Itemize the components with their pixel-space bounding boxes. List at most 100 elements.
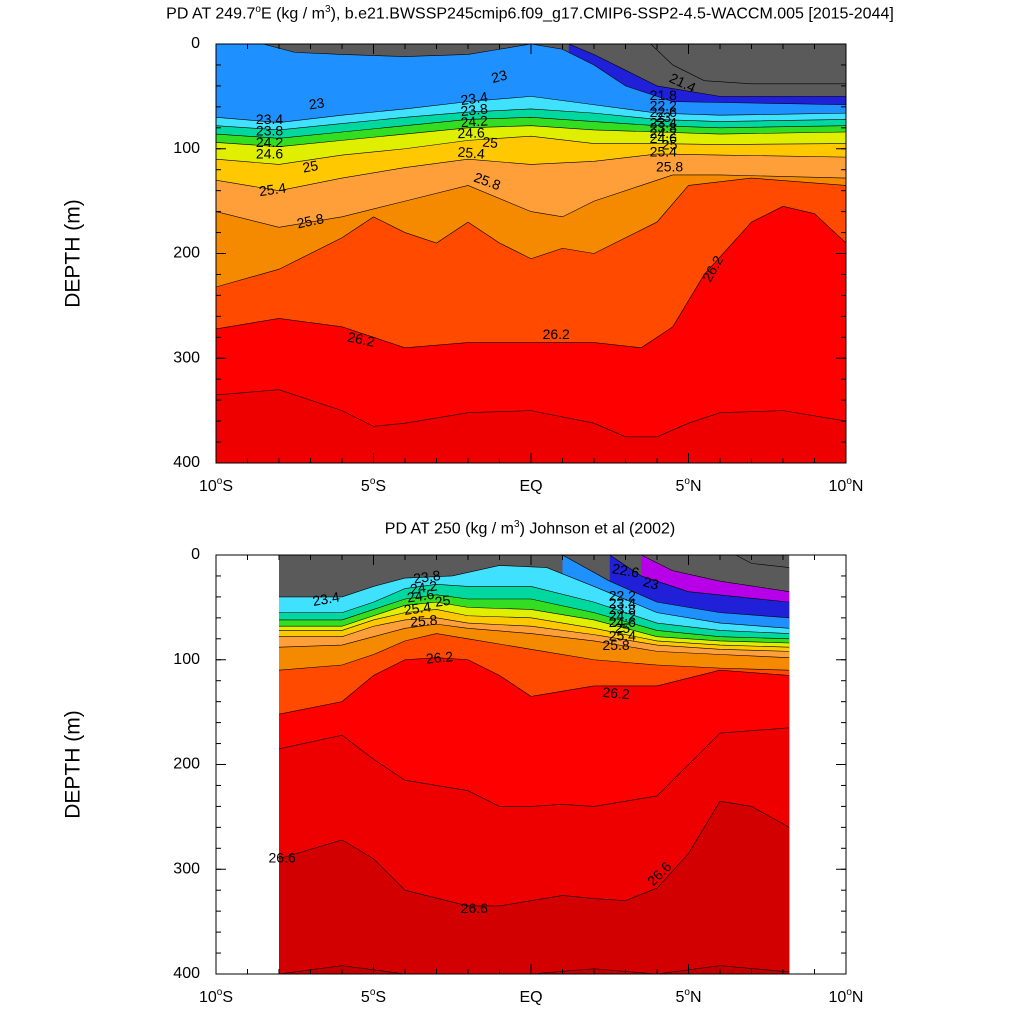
contour-label: 24.6 bbox=[609, 614, 636, 630]
contour-label: 25.8 bbox=[295, 210, 325, 231]
contour-label: 25.4 bbox=[609, 627, 636, 643]
y-tick-label: 200 bbox=[173, 756, 200, 773]
contour-label: 25.8 bbox=[656, 158, 683, 174]
x-tick-label: 5oS bbox=[361, 476, 386, 495]
isopycnal-line-26.4 bbox=[279, 727, 790, 807]
contour-field bbox=[279, 555, 790, 974]
isopycnal-line-25.4 bbox=[279, 617, 790, 652]
contour-label: 24.2 bbox=[460, 112, 489, 130]
contour-label: 23.8 bbox=[460, 100, 489, 119]
isopycnal-line-21.4 bbox=[735, 555, 790, 568]
contour-label: 25.8 bbox=[410, 612, 439, 630]
contour-label: 26.2 bbox=[543, 326, 570, 342]
contour-label: 23.8 bbox=[650, 120, 677, 136]
contour-label: 25.4 bbox=[258, 180, 287, 200]
x-tick-label: EQ bbox=[519, 989, 542, 1006]
density-band-26.2 bbox=[216, 206, 846, 463]
isopycnal-line-24.6 bbox=[216, 125, 846, 147]
contour-label: 24.6 bbox=[650, 130, 677, 146]
contour-label: 26.2 bbox=[425, 648, 454, 666]
contour-label: 24.6 bbox=[256, 146, 283, 162]
top-panel: 232323.423.824.224.62525.425.823.423.824… bbox=[62, 35, 864, 495]
contour-label: 24.2 bbox=[609, 608, 636, 624]
isopycnal-line-22.6 bbox=[609, 555, 790, 603]
contour-label: 25 bbox=[434, 592, 452, 610]
x-tick-label: 5oN bbox=[675, 476, 701, 495]
isopycnal-line-25.8 bbox=[279, 623, 790, 658]
contour-label: 22.2 bbox=[609, 588, 636, 604]
contour-label: 23.4 bbox=[311, 588, 341, 609]
contour-label: 24.2 bbox=[650, 125, 677, 141]
isopycnal-line-25 bbox=[216, 135, 846, 165]
contour-label: 23.8 bbox=[256, 123, 283, 139]
contour-label: 22.6 bbox=[611, 560, 641, 581]
contour-label: 23.4 bbox=[256, 111, 283, 127]
contour-label: 26.2 bbox=[602, 684, 631, 702]
isopycnal-line-23.8 bbox=[279, 584, 790, 634]
y-axis-label: DEPTH (m) bbox=[62, 199, 85, 308]
contour-label: 23.4 bbox=[650, 114, 677, 130]
density-band-26.4 bbox=[216, 389, 846, 463]
isopycnal-line-23.4 bbox=[279, 565, 790, 629]
isopycnal-line-23 bbox=[562, 555, 790, 619]
bottom-chart-title: PD AT 250 (kg / m3) Johnson et al (2002) bbox=[384, 519, 676, 538]
y-tick-label: 200 bbox=[173, 245, 200, 262]
contour-label: 25.8 bbox=[602, 637, 629, 653]
y-tick-label: 100 bbox=[173, 140, 200, 157]
contour-label: 24.2 bbox=[256, 134, 283, 150]
y-tick-label: 0 bbox=[191, 546, 200, 563]
x-tick-label: 10oN bbox=[829, 987, 864, 1006]
contour-label: 25 bbox=[615, 620, 631, 636]
x-tick-label: 5oS bbox=[361, 987, 386, 1006]
contour-label: 23 bbox=[641, 573, 660, 593]
contour-field bbox=[216, 44, 846, 463]
isopycnal-line-26 bbox=[279, 633, 790, 671]
isopycnal-line-26 bbox=[216, 177, 846, 288]
isopycnal-line-21.4 bbox=[631, 44, 846, 85]
contour-label: 23.8 bbox=[412, 567, 441, 587]
contour-label: 25.4 bbox=[457, 144, 486, 162]
contour-label: 21.8 bbox=[650, 87, 677, 103]
contour-label: 25 bbox=[662, 136, 678, 152]
contour-label: 26.2 bbox=[346, 329, 376, 350]
isopycnal-line-26.4 bbox=[216, 389, 846, 438]
isopycnal-line-22.6 bbox=[568, 44, 846, 97]
isopycnal-line-24.6 bbox=[279, 601, 790, 644]
isopycnal-line-25.8 bbox=[216, 174, 846, 228]
density-band-26.8 bbox=[279, 965, 790, 974]
contour-label: 23 bbox=[308, 94, 326, 112]
contour-label: 23.4 bbox=[609, 595, 636, 611]
y-axis-label: DEPTH (m) bbox=[62, 710, 85, 819]
y-tick-label: 300 bbox=[173, 349, 200, 366]
x-tick-label: EQ bbox=[519, 478, 542, 495]
density-band-26.6 bbox=[279, 801, 790, 974]
contour-label: 22.2 bbox=[650, 98, 677, 114]
contour-label: 26.6 bbox=[461, 900, 488, 916]
contour-label: 25.4 bbox=[650, 144, 677, 160]
y-tick-label: 400 bbox=[173, 454, 200, 471]
isopycnal-line-22.2 bbox=[641, 555, 790, 592]
x-tick-label: 10oS bbox=[199, 476, 233, 495]
contour-label: 22.6 bbox=[650, 104, 677, 120]
isopycnal-line-26.2 bbox=[216, 206, 846, 349]
isopycnal-line-23.8 bbox=[216, 108, 846, 131]
x-tick-label: 5oN bbox=[675, 987, 701, 1006]
contour-label: 25 bbox=[482, 134, 499, 151]
x-tick-label: 10oN bbox=[829, 476, 864, 495]
y-tick-label: 0 bbox=[191, 35, 200, 52]
isopycnal-line-23 bbox=[216, 44, 846, 106]
contour-label: 23 bbox=[656, 109, 672, 125]
contour-label: 25.4 bbox=[403, 598, 432, 618]
isopycnal-line-24.2 bbox=[216, 117, 846, 139]
y-tick-label: 400 bbox=[173, 965, 200, 982]
contour-label: 23 bbox=[490, 66, 509, 86]
isopycnal-line-26.6 bbox=[279, 800, 790, 907]
x-tick-label: 10oS bbox=[199, 987, 233, 1006]
isopycnal-line-25 bbox=[279, 609, 790, 648]
contour-label: 24.2 bbox=[409, 577, 438, 597]
contour-label: 23.4 bbox=[460, 88, 489, 108]
isopycnal-line-26.2 bbox=[279, 657, 790, 715]
contour-label: 25 bbox=[301, 157, 319, 175]
contour-label: 23.8 bbox=[609, 601, 636, 617]
